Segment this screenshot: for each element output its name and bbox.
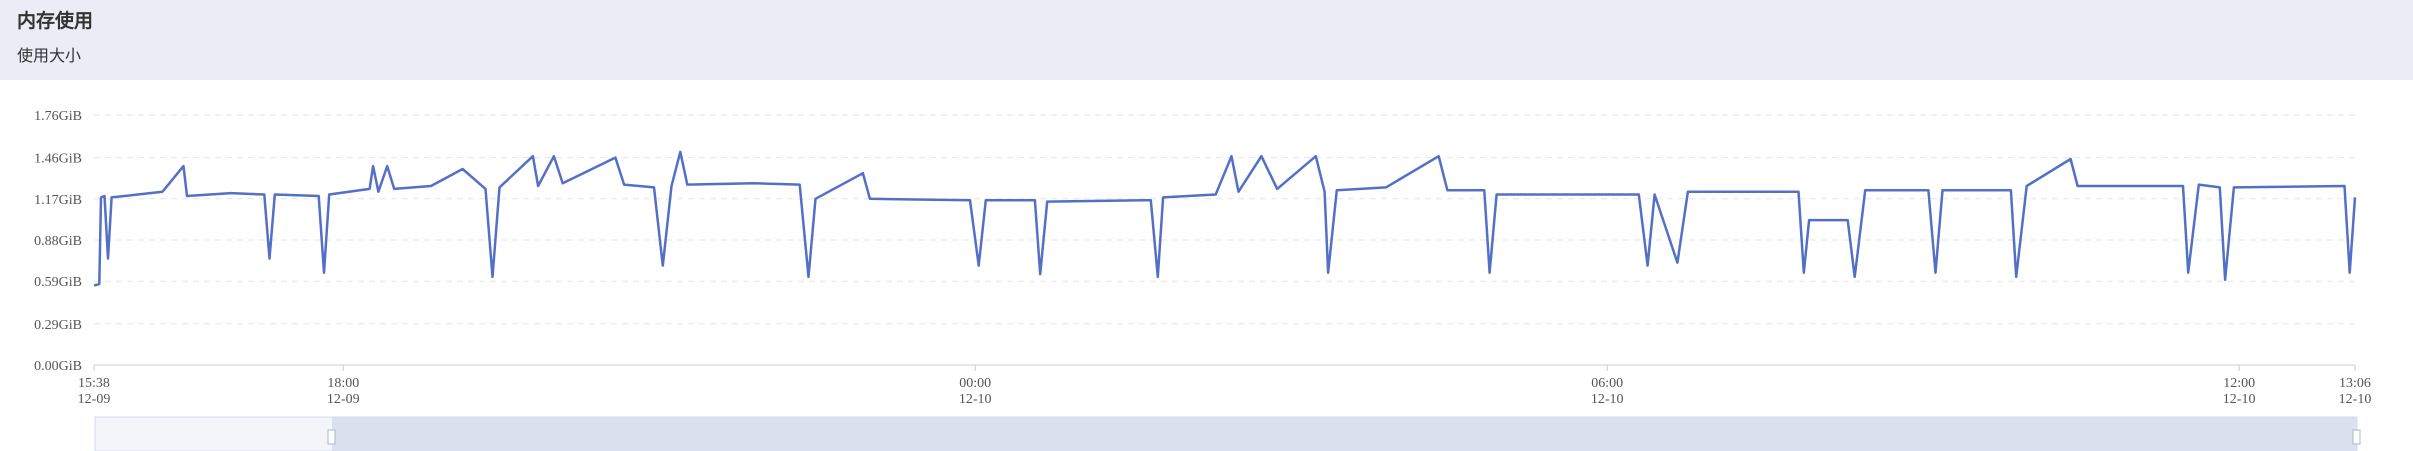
- y-tick-label: 1.17GiB: [34, 193, 82, 208]
- header: 内存使用 使用大小: [0, 0, 2413, 80]
- x-tick-label: 12:00 12-10: [2223, 376, 2256, 407]
- x-tick-label-line: 13:06: [2339, 376, 2371, 391]
- x-tick-label-line: 12-10: [2223, 392, 2256, 407]
- y-tick-label: 0.00GiB: [34, 359, 82, 374]
- zoom-window[interactable]: [332, 417, 2357, 451]
- x-tick-label-line: 12:00: [2223, 376, 2255, 391]
- x-tick-label-line: 06:00: [1591, 376, 1623, 391]
- chart: 0.00GiB 0.29GiB 0.59GiB 0.88GiB 1.17GiB 1.46G…: [34, 109, 2372, 451]
- y-tick-label: 0.29GiB: [34, 318, 82, 333]
- x-tick-label-line: 12-09: [78, 392, 111, 407]
- y-tick-label: 1.76GiB: [34, 109, 82, 124]
- zoom-handle[interactable]: [2352, 429, 2361, 445]
- x-tick-label-line: 00:00: [959, 376, 991, 391]
- x-tick-label-line: 15:38: [78, 376, 110, 391]
- series-line: [93, 150, 2357, 287]
- x-tick-label: 15:38 12-09: [78, 376, 111, 407]
- x-tick-label: 00:00 12-10: [959, 376, 992, 407]
- x-tick-label-line: 18:00: [327, 376, 359, 391]
- title: 内存使用: [17, 10, 94, 32]
- x-tick-label: 13:06 12-10: [2339, 376, 2372, 407]
- x-tick-label-line: 12-10: [1591, 392, 1624, 407]
- x-tick-label: 18:00 12-09: [327, 376, 360, 407]
- x-tick-label: 06:00 12-10: [1591, 376, 1624, 407]
- y-tick-label: 0.59GiB: [34, 275, 82, 290]
- y-tick-label: 0.88GiB: [34, 234, 82, 249]
- y-tick-label: 1.46GiB: [34, 152, 82, 167]
- zoom-handle[interactable]: [327, 429, 336, 445]
- x-tick-label-line: 12-10: [959, 392, 992, 407]
- subtitle: 使用大小: [17, 46, 82, 65]
- x-tick-label-line: 12-09: [327, 392, 360, 407]
- x-tick-label-line: 12-10: [2339, 392, 2372, 407]
